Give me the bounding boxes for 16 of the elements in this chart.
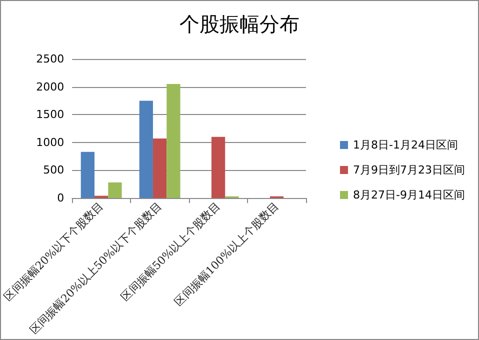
bar xyxy=(211,136,226,198)
y-tick-label: 2000 xyxy=(36,80,64,94)
y-tick-label: 500 xyxy=(43,164,64,177)
bar xyxy=(152,138,167,198)
chart-title: 个股振幅分布 xyxy=(180,12,300,36)
bar xyxy=(166,84,180,198)
y-tick-label: 2500 xyxy=(36,52,64,66)
y-tick-label: 0 xyxy=(57,192,64,204)
legend-label: 8月27日-9月14日区间 xyxy=(353,188,465,202)
bar xyxy=(80,152,94,198)
y-tick-label: 1000 xyxy=(36,136,64,149)
legend-label: 7月9日到7月23日区间 xyxy=(353,164,466,176)
bar xyxy=(139,100,153,198)
y-tick-label: 1500 xyxy=(36,108,64,122)
bar xyxy=(108,182,122,198)
legend-label: 1月8日-1月24日区间 xyxy=(353,138,458,152)
